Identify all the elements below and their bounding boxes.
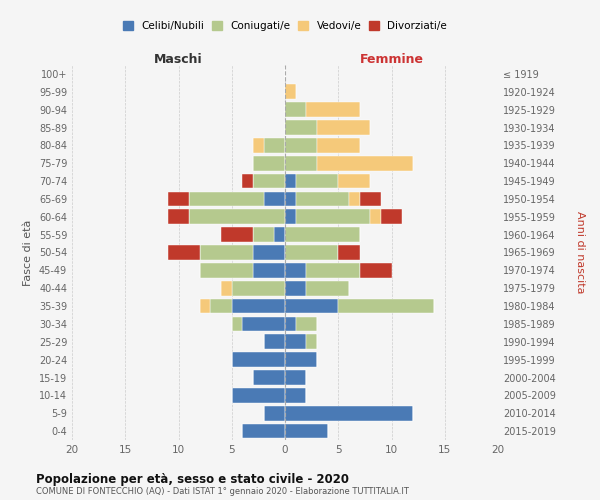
- Bar: [359, 192, 381, 206]
- Bar: [307, 281, 349, 295]
- Bar: [285, 406, 413, 420]
- Bar: [285, 174, 296, 188]
- Bar: [338, 298, 434, 314]
- Bar: [264, 138, 285, 152]
- Bar: [285, 192, 296, 206]
- Bar: [242, 424, 285, 438]
- Bar: [253, 370, 285, 385]
- Bar: [221, 228, 253, 242]
- Bar: [285, 138, 317, 152]
- Bar: [285, 263, 307, 278]
- Bar: [221, 281, 232, 295]
- Bar: [296, 192, 349, 206]
- Bar: [285, 120, 317, 135]
- Bar: [264, 406, 285, 420]
- Bar: [200, 263, 253, 278]
- Text: Popolazione per età, sesso e stato civile - 2020: Popolazione per età, sesso e stato civil…: [36, 472, 349, 486]
- Bar: [296, 174, 338, 188]
- Bar: [285, 228, 359, 242]
- Bar: [253, 138, 264, 152]
- Bar: [359, 263, 392, 278]
- Y-axis label: Anni di nascita: Anni di nascita: [575, 211, 585, 294]
- Bar: [285, 156, 317, 170]
- Bar: [232, 281, 285, 295]
- Bar: [285, 210, 296, 224]
- Bar: [168, 192, 189, 206]
- Bar: [242, 174, 253, 188]
- Bar: [285, 352, 317, 367]
- Bar: [200, 298, 211, 314]
- Bar: [253, 228, 274, 242]
- Bar: [285, 334, 307, 349]
- Bar: [285, 84, 296, 99]
- Bar: [253, 174, 285, 188]
- Bar: [317, 156, 413, 170]
- Bar: [274, 228, 285, 242]
- Bar: [232, 388, 285, 402]
- Legend: Celibi/Nubili, Coniugati/e, Vedovi/e, Divorziati/e: Celibi/Nubili, Coniugati/e, Vedovi/e, Di…: [120, 18, 450, 34]
- Bar: [232, 316, 242, 331]
- Bar: [296, 210, 370, 224]
- Bar: [168, 245, 200, 260]
- Bar: [200, 245, 253, 260]
- Bar: [285, 281, 307, 295]
- Bar: [232, 352, 285, 367]
- Bar: [264, 192, 285, 206]
- Bar: [285, 316, 296, 331]
- Bar: [317, 120, 370, 135]
- Bar: [285, 245, 338, 260]
- Bar: [285, 424, 328, 438]
- Bar: [264, 334, 285, 349]
- Bar: [253, 245, 285, 260]
- Bar: [285, 370, 307, 385]
- Text: Femmine: Femmine: [359, 53, 424, 66]
- Bar: [338, 245, 359, 260]
- Bar: [370, 210, 381, 224]
- Text: Maschi: Maschi: [154, 53, 203, 66]
- Bar: [285, 298, 338, 314]
- Bar: [307, 334, 317, 349]
- Bar: [285, 102, 307, 117]
- Bar: [338, 174, 370, 188]
- Bar: [381, 210, 402, 224]
- Bar: [253, 263, 285, 278]
- Bar: [317, 138, 359, 152]
- Text: COMUNE DI FONTECCHIO (AQ) - Dati ISTAT 1° gennaio 2020 - Elaborazione TUTTITALIA: COMUNE DI FONTECCHIO (AQ) - Dati ISTAT 1…: [36, 488, 409, 496]
- Bar: [189, 210, 285, 224]
- Bar: [285, 388, 307, 402]
- Y-axis label: Fasce di età: Fasce di età: [23, 220, 33, 286]
- Bar: [242, 316, 285, 331]
- Bar: [307, 263, 359, 278]
- Bar: [307, 102, 359, 117]
- Bar: [349, 192, 359, 206]
- Bar: [211, 298, 232, 314]
- Bar: [253, 156, 285, 170]
- Bar: [296, 316, 317, 331]
- Bar: [168, 210, 189, 224]
- Bar: [232, 298, 285, 314]
- Bar: [189, 192, 264, 206]
